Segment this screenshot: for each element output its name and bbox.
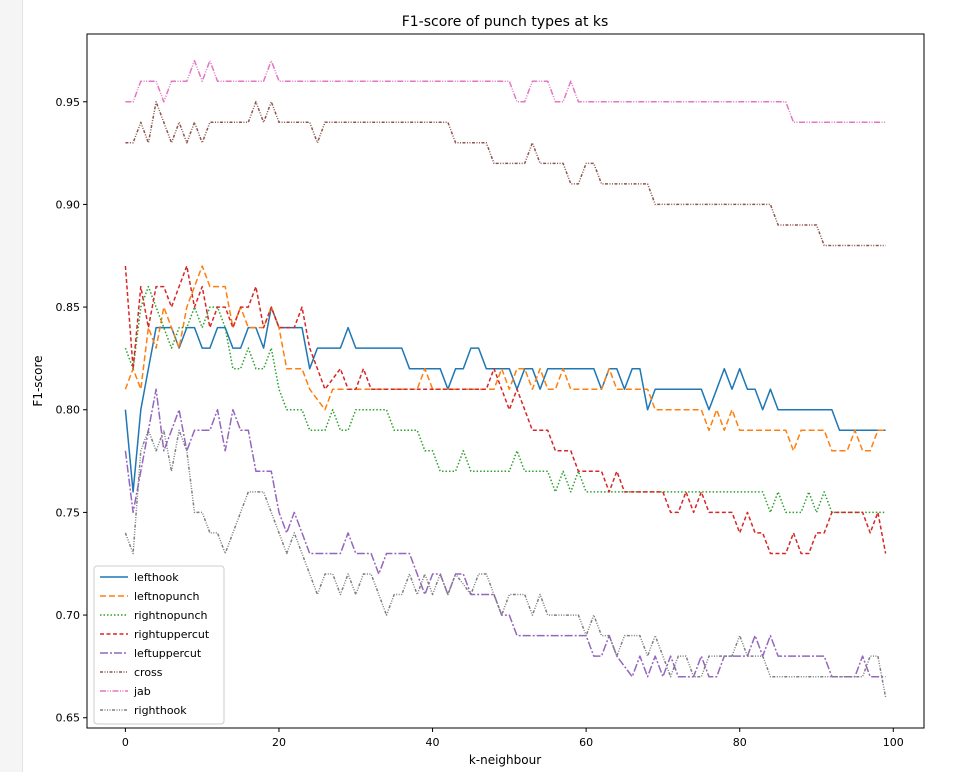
plot-frame <box>86 33 925 729</box>
x-axis-label: k-neighbour <box>469 753 541 767</box>
series-line-rightuppercut <box>124 265 887 555</box>
y-tick-label: 0.95 <box>56 96 81 109</box>
y-tick-label: 0.65 <box>56 712 81 725</box>
legend-label-rightuppercut: rightuppercut <box>134 628 210 641</box>
y-axis-label: F1-score <box>31 355 45 406</box>
x-tick-label: 100 <box>883 736 904 749</box>
series-line-cross <box>125 101 886 247</box>
legend-label-leftnopunch: leftnopunch <box>134 590 199 603</box>
legend-label-leftuppercut: leftuppercut <box>134 647 202 660</box>
chart-title: F1-score of punch types at ks <box>402 14 609 30</box>
x-tick-label: 80 <box>733 736 747 749</box>
y-tick-label: 0.75 <box>56 506 81 519</box>
legend: lefthook leftnopunch rightnopunch rightuppe… <box>93 565 225 725</box>
x-tick-label: 0 <box>122 736 129 749</box>
x-tick-label: 60 <box>579 736 593 749</box>
legend-label-rightnopunch: rightnopunch <box>134 609 208 622</box>
x-tick-label: 20 <box>272 736 286 749</box>
legend-box <box>93 565 225 725</box>
legend-label-righthook: righthook <box>134 704 187 717</box>
x-tick-label: 40 <box>426 736 440 749</box>
y-axis: 0.65 0.70 0.75 0.80 0.85 0.90 0.95 <box>56 96 87 725</box>
y-tick-label: 0.90 <box>56 198 81 211</box>
legend-label-jab: jab <box>133 685 151 698</box>
page-gutter <box>0 0 23 772</box>
x-axis: 0 20 40 60 80 100 <box>122 728 904 749</box>
series-line-leftnopunch <box>124 265 886 452</box>
series-line-lefthook <box>124 306 886 493</box>
legend-label-lefthook: lefthook <box>134 571 179 584</box>
series-line-leftuppercut <box>124 388 886 678</box>
legend-label-cross: cross <box>134 666 163 679</box>
series-line-rightnopunch <box>124 285 886 514</box>
y-tick-label: 0.70 <box>56 609 81 622</box>
y-tick-label: 0.85 <box>56 301 81 314</box>
series-line-jab <box>125 59 886 124</box>
series-lines <box>124 59 887 698</box>
series-line-righthook <box>124 429 887 698</box>
y-tick-label: 0.80 <box>56 404 81 417</box>
